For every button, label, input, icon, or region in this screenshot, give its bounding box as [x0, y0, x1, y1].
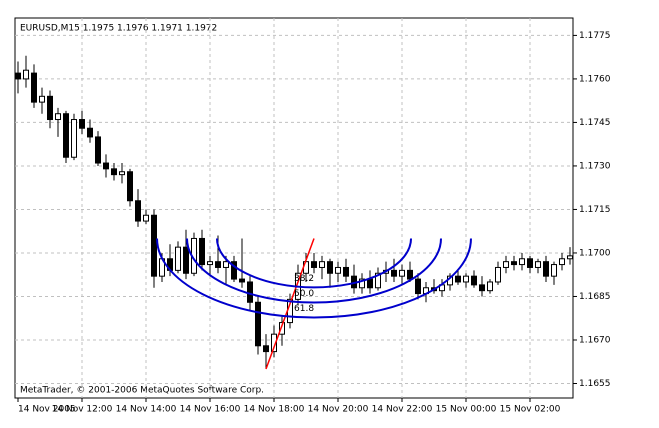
- candle-body: [119, 171, 125, 176]
- footer: MetaTrader, © 2001-2006 MetaQuotes Softw…: [20, 386, 264, 396]
- candle-body: [391, 269, 397, 277]
- candle-body: [375, 272, 381, 289]
- candle-body: [335, 266, 341, 274]
- candle-body: [359, 278, 365, 289]
- candle-body: [247, 281, 253, 303]
- fib-arc: [186, 238, 442, 304]
- candle-body: [183, 246, 189, 274]
- x-tick-label: 14 Nov 18:00: [244, 405, 305, 415]
- candle-body: [71, 119, 77, 158]
- y-tick-label: 1.1685: [579, 292, 611, 302]
- candle-body: [63, 113, 69, 158]
- candle-body: [175, 246, 181, 271]
- candle-body: [31, 72, 37, 103]
- candle-body: [199, 237, 205, 266]
- candle-body: [239, 278, 245, 283]
- candle-body: [47, 95, 53, 121]
- candle-body: [279, 322, 285, 335]
- candle-body: [231, 261, 237, 280]
- candle-body: [511, 261, 517, 266]
- candle-body: [23, 69, 29, 80]
- candle-body: [455, 275, 461, 283]
- candle-body: [151, 214, 157, 277]
- trend-line: [265, 238, 315, 370]
- candle-body: [79, 119, 85, 129]
- candle-body: [567, 255, 573, 260]
- fib-arc: [215, 238, 413, 289]
- x-tick-label: 14 Nov 14:00: [116, 405, 177, 415]
- candle-body: [527, 258, 533, 268]
- candle-body: [143, 214, 149, 222]
- candle-body: [255, 301, 261, 347]
- x-tick-label: 14 Nov 12:00: [52, 405, 113, 415]
- candle-body: [135, 200, 141, 222]
- candle-body: [271, 333, 277, 353]
- candle-body: [415, 278, 421, 295]
- candle-body: [343, 266, 349, 277]
- candle-body: [559, 258, 565, 266]
- x-tick-label: 15 Nov 02:00: [500, 405, 561, 415]
- y-tick-label: 1.1655: [579, 379, 611, 389]
- candle-body: [55, 113, 61, 121]
- fib-label: 38.2: [294, 274, 314, 284]
- candle-body: [463, 275, 469, 283]
- y-tick-label: 1.1775: [579, 31, 611, 41]
- fib-label: 61.8: [294, 304, 314, 314]
- candle-body: [207, 261, 213, 266]
- candle-body: [535, 261, 541, 268]
- y-tick-label: 1.1700: [579, 248, 611, 258]
- y-tick-label: 1.1670: [579, 335, 611, 345]
- candle-body: [223, 261, 229, 268]
- x-tick-label: 14 Nov 22:00: [372, 405, 433, 415]
- candle-body: [487, 281, 493, 292]
- candle-body: [399, 269, 405, 277]
- candle-body: [39, 95, 45, 103]
- x-tick-label: 15 Nov 00:00: [436, 405, 497, 415]
- candle-body: [471, 275, 477, 286]
- candle-body: [95, 136, 101, 164]
- candle-body: [543, 261, 549, 277]
- y-tick-label: 1.1760: [579, 74, 611, 84]
- candle-body: [311, 261, 317, 268]
- candle-body: [495, 266, 501, 283]
- fib-arc: [156, 238, 472, 319]
- candle-body: [15, 72, 21, 80]
- candle-body: [479, 284, 485, 292]
- candle-body: [87, 127, 93, 138]
- x-tick-label: 14 Nov 20:00: [308, 405, 369, 415]
- candle-body: [263, 345, 269, 353]
- candle-body: [519, 258, 525, 266]
- candle-body: [503, 261, 509, 268]
- candle-body: [111, 168, 117, 176]
- x-tick-label: 14 Nov 2005: [18, 405, 76, 415]
- plot-frame: [14, 17, 574, 399]
- candle-body: [327, 261, 333, 274]
- chart-title: EURUSD,M15 1.1975 1.1976 1.1971 1.1972: [20, 24, 217, 34]
- candle-body: [367, 278, 373, 289]
- y-tick-label: 1.1730: [579, 161, 611, 171]
- fib-label: 50.0: [294, 289, 314, 299]
- y-tick-label: 1.1745: [579, 118, 611, 128]
- candle-body: [215, 261, 221, 268]
- candle-body: [319, 261, 325, 268]
- y-tick-label: 1.1715: [579, 205, 611, 215]
- candle-body: [127, 171, 133, 202]
- candle-body: [103, 162, 109, 170]
- candle-body: [407, 269, 413, 280]
- candle-body: [551, 264, 557, 277]
- x-tick-label: 14 Nov 16:00: [180, 405, 241, 415]
